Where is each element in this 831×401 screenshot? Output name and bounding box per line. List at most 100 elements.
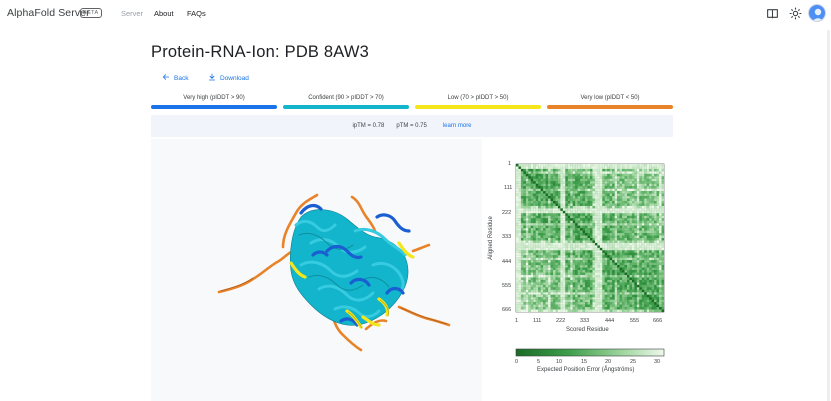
pae-cell (562, 168, 566, 172)
pae-cell (617, 196, 620, 199)
download-button[interactable]: Download (208, 73, 249, 83)
pae-cell (622, 193, 625, 197)
pae-cell (649, 262, 652, 266)
pae-cell (602, 223, 605, 226)
avatar[interactable] (808, 4, 826, 22)
pae-cell (661, 294, 665, 298)
pae-cell (661, 257, 665, 261)
pae-cell (523, 193, 526, 197)
pae-cell (516, 289, 519, 293)
protein-structure-render[interactable] (151, 139, 482, 401)
pae-cell (565, 208, 568, 211)
nav-faqs[interactable]: FAQs (187, 9, 206, 18)
back-button[interactable]: Back (162, 73, 188, 83)
pae-cell (619, 272, 623, 276)
pae-cell (654, 277, 657, 280)
nav-server[interactable]: Server (121, 9, 144, 18)
pae-cell (659, 265, 662, 268)
pae-cell (543, 247, 546, 251)
pae-cell (636, 176, 640, 179)
pae-cell (614, 257, 618, 261)
sun-icon[interactable] (789, 7, 802, 20)
pae-cell (530, 220, 534, 224)
pae-cell (594, 193, 598, 197)
pae-cell (597, 178, 600, 182)
pae-cell (555, 220, 558, 224)
pae-cell (538, 168, 541, 172)
pae-cell (535, 242, 539, 246)
pae-cell (629, 309, 632, 313)
pae-cell (594, 215, 598, 219)
pae-cell (516, 218, 519, 221)
pae-cell (567, 186, 571, 189)
pae-cell (654, 292, 657, 295)
pae-cell (580, 272, 583, 276)
pae-cell (538, 304, 541, 308)
pae-cell (599, 233, 603, 236)
pae-cell (567, 223, 571, 226)
pae-cell (572, 228, 576, 231)
pae-cell (525, 302, 529, 305)
pae-cell (562, 250, 566, 253)
pae-cell (656, 238, 660, 241)
pae-cell (609, 223, 613, 226)
pae-cell (560, 247, 563, 251)
pae-cell (607, 181, 610, 184)
pae-cell (550, 171, 554, 174)
pae-cell (525, 257, 529, 261)
pae-cell (555, 289, 558, 293)
pae-cell (627, 166, 630, 169)
pae-cell (602, 168, 605, 172)
structure-viewer[interactable] (151, 139, 482, 401)
pae-cell (622, 302, 625, 305)
pae-cell (597, 242, 600, 246)
pae-cell (592, 279, 595, 283)
scrollbar[interactable] (827, 30, 830, 401)
pae-cell (661, 242, 665, 246)
pae-cell (590, 215, 593, 219)
pae-cell (523, 235, 526, 239)
pae-cell (565, 228, 568, 231)
pae-cell (661, 292, 665, 295)
pae-cell (607, 166, 610, 169)
pae-cell (617, 292, 620, 295)
pae-cell (619, 166, 623, 169)
pae-cell (612, 171, 615, 174)
pae-cell (582, 225, 586, 229)
pae-cell (599, 188, 603, 192)
pae-cell (656, 173, 660, 177)
pae-cell (656, 205, 660, 209)
pae-cell (612, 289, 615, 293)
learn-more-link[interactable]: learn more (442, 123, 472, 129)
pae-cell (577, 304, 581, 308)
pae-cell (557, 205, 561, 209)
pae-cell (617, 309, 620, 313)
pae-cell (575, 277, 578, 280)
pae-cell (540, 250, 544, 253)
pae-cell (548, 183, 551, 187)
pae-cell (523, 218, 526, 221)
nav-about[interactable]: About (154, 9, 174, 18)
pae-cell (622, 240, 625, 243)
pae-cell (560, 302, 563, 305)
pae-cell (604, 238, 608, 241)
pae-cell (525, 230, 529, 234)
app-brand[interactable]: AlphaFold Server (7, 7, 90, 19)
pae-cell (604, 299, 608, 303)
pae-cell (555, 302, 558, 305)
pae-cell (624, 168, 628, 172)
pae-cell (609, 289, 613, 293)
pae-cell (639, 193, 642, 197)
pae-cell (602, 250, 605, 253)
pae-cell (629, 220, 632, 224)
pae-cell (656, 168, 660, 172)
pae-cell (607, 238, 610, 241)
pae-cell (590, 302, 593, 305)
book-icon[interactable] (766, 7, 779, 20)
pae-cell (550, 287, 554, 290)
pae-cell (535, 299, 539, 303)
pae-cell (565, 201, 568, 204)
pae-cell (580, 171, 583, 174)
pae-cell (550, 304, 554, 308)
pae-cell (629, 240, 632, 243)
